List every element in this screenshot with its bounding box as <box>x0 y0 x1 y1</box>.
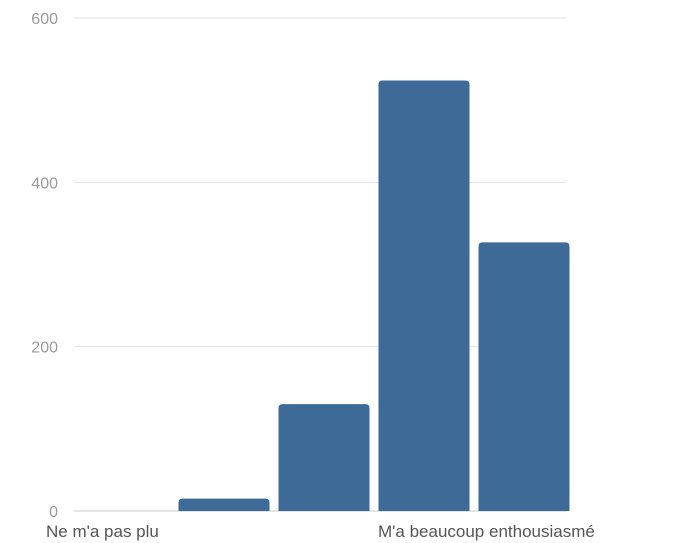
bars <box>178 80 570 512</box>
bar-2 <box>178 498 270 511</box>
y-tick-label-0: 0 <box>49 504 58 521</box>
bar-4 <box>378 80 470 512</box>
bar-5 <box>478 242 570 511</box>
y-axis-ticks: 0 200 400 600 <box>31 11 58 521</box>
x-label-1: Ne m'a pas plu <box>46 522 159 541</box>
bar-3 <box>278 404 370 511</box>
y-tick-label-200: 200 <box>31 340 58 357</box>
x-label-5: M'a beaucoup enthousiasmé <box>378 522 595 541</box>
y-tick-label-600: 600 <box>31 11 58 28</box>
y-tick-label-400: 400 <box>31 175 58 192</box>
x-axis-labels: Ne m'a pas plu M'a beaucoup enthousiasmé <box>46 522 595 541</box>
